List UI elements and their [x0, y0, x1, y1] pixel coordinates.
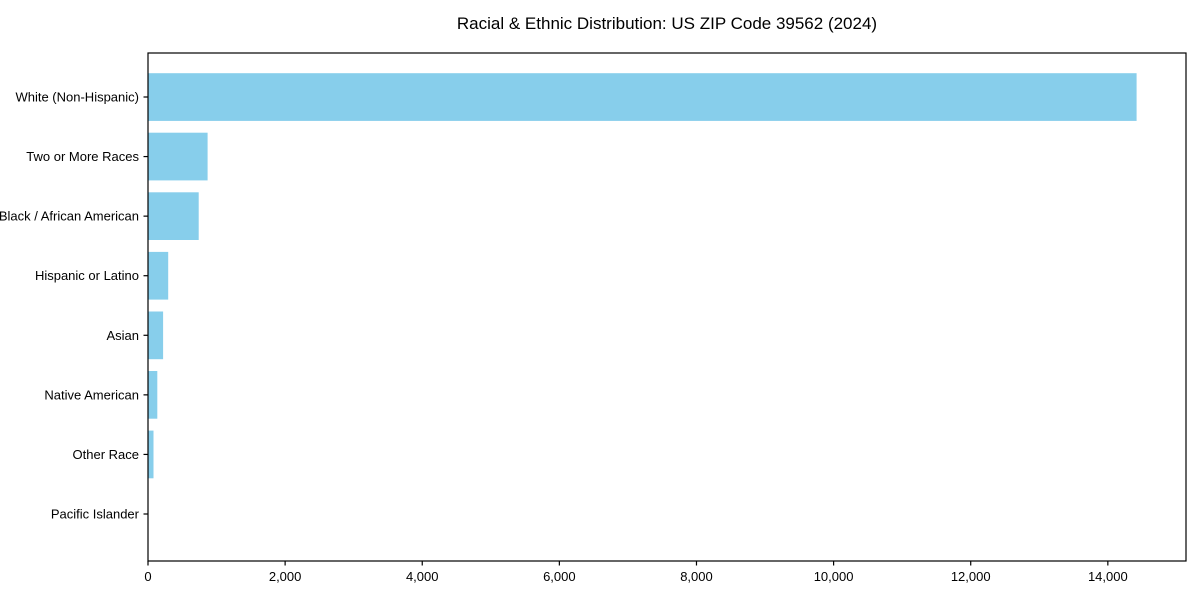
bar — [148, 311, 164, 360]
bar — [148, 132, 208, 181]
category-label: Black / African American — [0, 209, 139, 224]
category-label: Two or More Races — [26, 149, 139, 164]
category-label: White (Non-Hispanic) — [15, 90, 139, 105]
x-tick-label: 12,000 — [951, 569, 991, 584]
plot-border — [147, 52, 1187, 562]
x-tick-label: 2,000 — [269, 569, 302, 584]
x-tick-label: 0 — [144, 569, 151, 584]
category-label: Hispanic or Latino — [35, 268, 139, 283]
category-label: Pacific Islander — [51, 507, 140, 522]
bars-group — [148, 73, 1137, 479]
x-tick-label: 8,000 — [680, 569, 713, 584]
y-axis-ticks: White (Non-Hispanic) Two or More Races Bla… — [0, 90, 148, 522]
bar — [148, 251, 169, 300]
bar — [148, 430, 154, 479]
category-label: Native American — [44, 387, 139, 402]
x-tick-label: 14,000 — [1088, 569, 1128, 584]
plot-frame — [147, 52, 1187, 562]
x-tick-label: 4,000 — [406, 569, 439, 584]
chart-title: Racial & Ethnic Distribution: US ZIP Cod… — [457, 14, 877, 33]
category-label: Other Race — [73, 447, 139, 462]
bar — [148, 73, 1137, 121]
x-tick-label: 6,000 — [543, 569, 576, 584]
category-label: Asian — [106, 328, 139, 343]
bar — [148, 371, 158, 419]
x-axis-ticks: 0 2,000 4,000 6,000 8,000 10,000 12,000 14,000 — [144, 561, 1128, 584]
x-tick-label: 10,000 — [814, 569, 854, 584]
bar — [148, 192, 199, 240]
